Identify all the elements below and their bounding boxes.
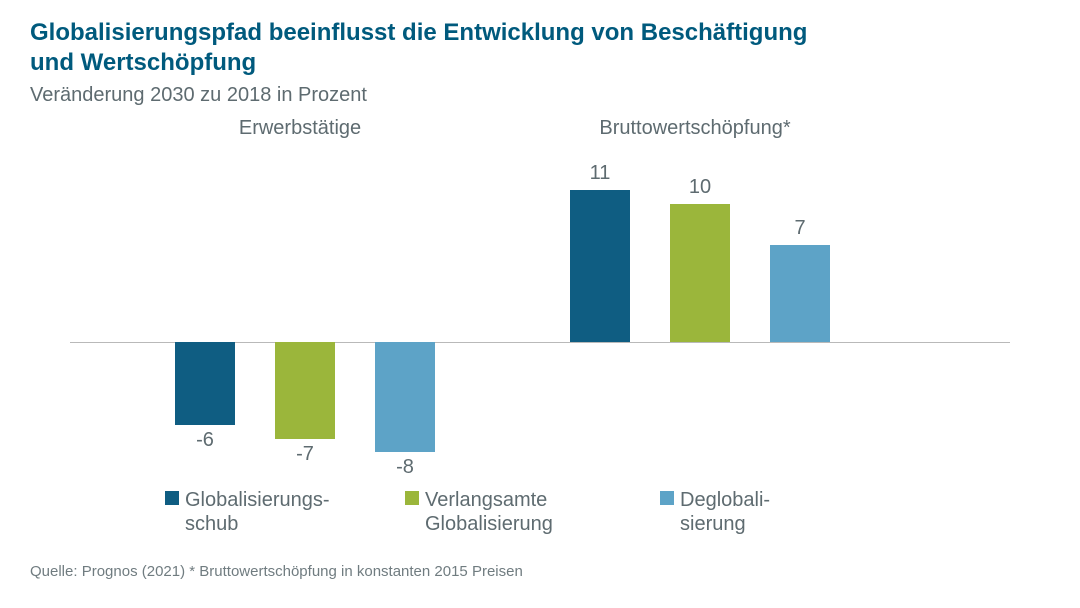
bar-value-label: -6 [165,429,245,452]
bar [570,190,630,342]
legend-item: VerlangsamteGlobalisierung [405,488,625,536]
bar [175,342,235,425]
bar [275,342,335,439]
legend-item: Globalisierungs-schub [165,488,365,536]
legend-label-line: sierung [680,513,746,535]
legend-swatch [660,491,674,505]
legend-label-line: Globalisierungs- [185,489,330,511]
bar [375,342,435,452]
legend-swatch [405,491,419,505]
bar-value-label: 11 [560,162,640,185]
chart-subtitle: Veränderung 2030 zu 2018 in Prozent [30,84,1050,107]
legend-label-line: Globalisierung [425,513,553,535]
bar [770,245,830,342]
bar [670,204,730,342]
chart-plot-area: Erwerbstätige-6-7-8Bruttowertschöpfung*1… [30,117,1010,447]
group-title: Bruttowertschöpfung* [545,117,845,140]
legend-label: Globalisierungs-schub [185,488,330,536]
legend-label: Deglobali-sierung [680,488,770,536]
legend-label: VerlangsamteGlobalisierung [425,488,553,536]
bar-value-label: -7 [265,443,345,466]
chart-title-line2: und Wertschöpfung [30,49,256,76]
legend-label-line: Deglobali- [680,489,770,511]
chart-title: Globalisierungspfad beeinflusst die Entw… [30,18,1050,78]
legend-swatch [165,491,179,505]
legend-label-line: schub [185,513,238,535]
group-title: Erwerbstätige [170,117,430,140]
chart-title-line1: Globalisierungspfad beeinflusst die Entw… [30,19,807,46]
bar-value-label: -8 [365,456,445,479]
bar-value-label: 7 [760,217,840,240]
page: Globalisierungspfad beeinflusst die Entw… [0,0,1080,608]
legend-item: Deglobali-sierung [660,488,840,536]
bar-value-label: 10 [660,176,740,199]
legend-label-line: Verlangsamte [425,489,547,511]
source-note: Quelle: Prognos (2021) * Bruttowertschöp… [30,563,523,580]
